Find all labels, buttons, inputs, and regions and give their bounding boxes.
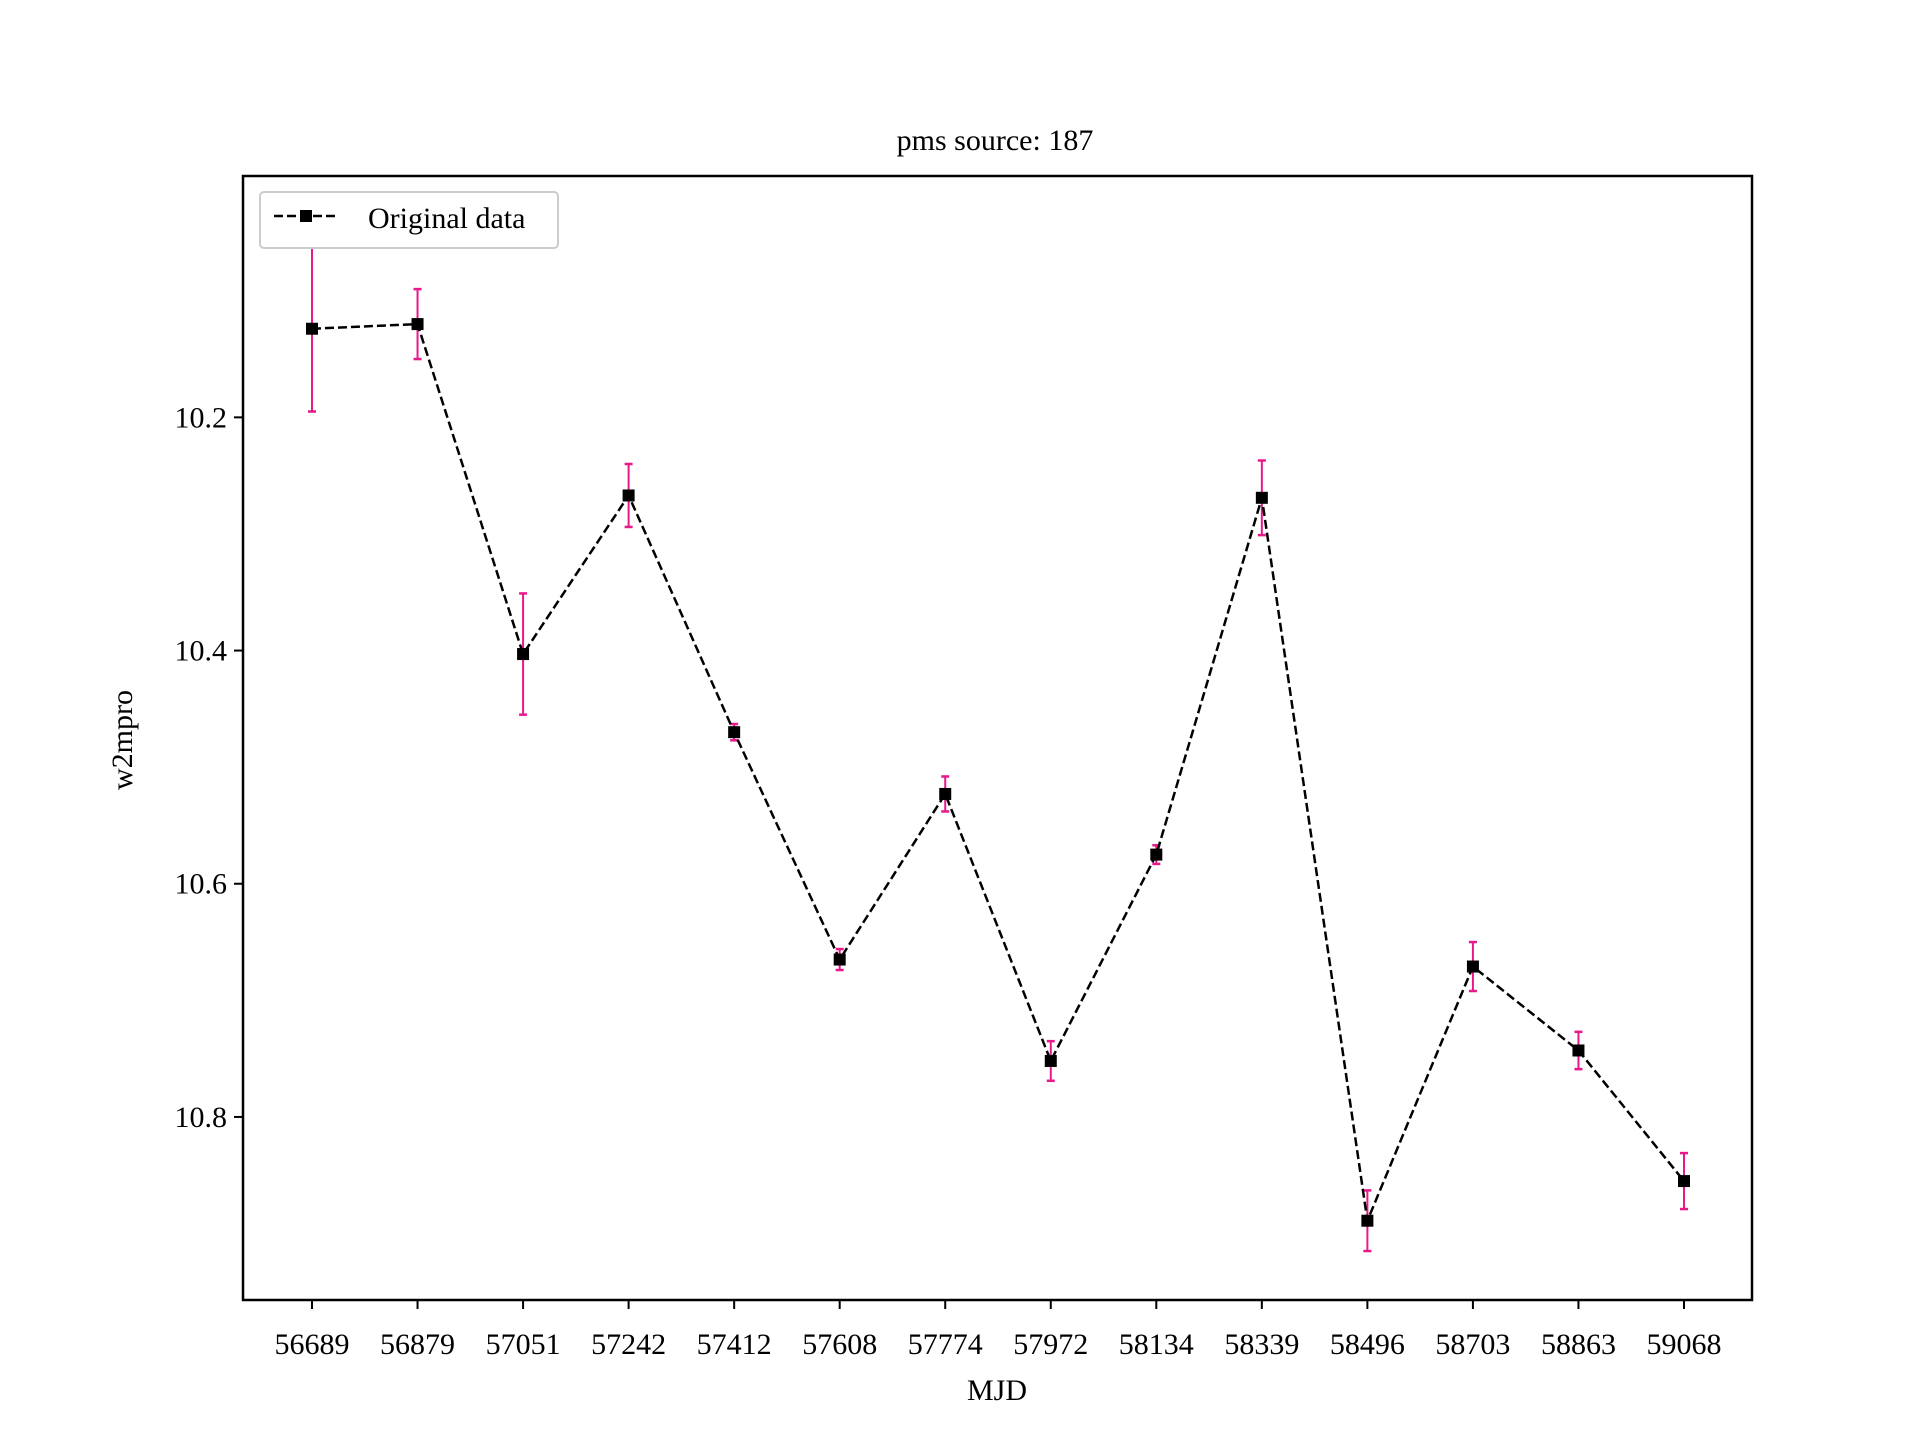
chart-title: pms source: 187 <box>897 124 1094 157</box>
legend-entry-label: Original data <box>368 202 525 235</box>
x-tick-label: 57608 <box>802 1328 877 1361</box>
plot-area <box>306 244 1690 1253</box>
x-tick-label: 58703 <box>1435 1328 1510 1361</box>
data-point <box>1678 1175 1690 1188</box>
x-tick-label: 58339 <box>1224 1328 1299 1361</box>
x-axis-label: MJD <box>967 1374 1027 1407</box>
x-tick-label: 57972 <box>1013 1328 1088 1361</box>
data-point <box>1150 848 1163 861</box>
data-point <box>411 318 424 331</box>
data-point <box>622 489 635 502</box>
x-tick-label: 57242 <box>591 1328 666 1361</box>
y-axis-label: w2mpro <box>106 690 139 790</box>
x-tick-label: 56689 <box>275 1328 350 1361</box>
y-axis: 10.2 10.4 10.6 10.8 <box>175 401 243 1134</box>
legend-box <box>259 191 559 249</box>
data-point <box>833 953 846 966</box>
x-tick-label: 58134 <box>1119 1328 1194 1361</box>
data-point <box>1572 1044 1585 1057</box>
plot-frame <box>241 174 1754 1302</box>
x-tick-label: 56879 <box>380 1328 455 1361</box>
y-tick-label: 10.6 <box>175 868 228 901</box>
y-tick-label: 10.2 <box>175 401 228 434</box>
x-tick-label: 58863 <box>1541 1328 1616 1361</box>
data-point <box>939 787 952 800</box>
data-point <box>728 726 741 739</box>
y-tick-label: 10.4 <box>175 635 228 668</box>
data-point <box>1255 491 1268 504</box>
x-tick-label: 57774 <box>908 1328 983 1361</box>
x-tick-label: 57051 <box>486 1328 561 1361</box>
data-point <box>1466 960 1479 973</box>
x-tick-label: 57412 <box>697 1328 772 1361</box>
legend-marker-icon <box>300 210 312 222</box>
legend: Original data <box>259 191 559 249</box>
x-tick-label: 58496 <box>1330 1328 1405 1361</box>
x-axis: 56689 56879 57051 57242 57412 57608 57774 57972… <box>275 1300 1722 1361</box>
x-tick-label: 59068 <box>1647 1328 1722 1361</box>
series-line <box>311 322 1685 1226</box>
y-tick-label: 10.8 <box>175 1101 228 1134</box>
data-point <box>517 648 530 661</box>
data-point <box>306 322 318 335</box>
data-point <box>1361 1214 1374 1227</box>
data-point <box>1044 1054 1057 1067</box>
